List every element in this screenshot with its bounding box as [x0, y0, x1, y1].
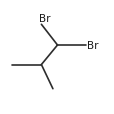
Text: Br: Br: [86, 41, 97, 51]
Text: Br: Br: [39, 13, 50, 23]
